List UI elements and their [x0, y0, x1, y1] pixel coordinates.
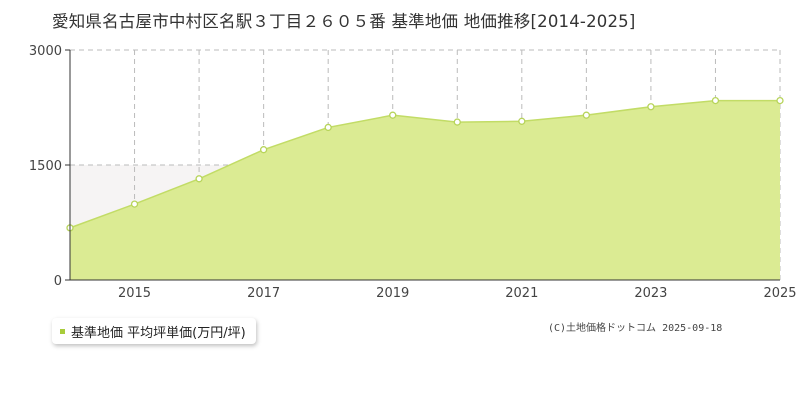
chart-title: 愛知県名古屋市中村区名駅３丁目２６０５番 基準地価 地価推移[2014-2025… — [52, 12, 636, 31]
data-point — [776, 96, 784, 105]
data-points — [66, 96, 784, 232]
y-tick-label: 1500 — [29, 159, 62, 174]
legend-swatch — [60, 328, 65, 334]
axes — [65, 49, 780, 281]
legend: 基準地価 平均坪単価(万円/坪) — [52, 318, 256, 344]
credit-text: (C)土地価格ドットコム 2025-09-18 — [548, 323, 723, 334]
series-line — [69, 99, 780, 229]
x-tick-label: 2019 — [376, 286, 409, 301]
data-point — [324, 123, 332, 132]
y-tick-label: 0 — [54, 274, 62, 289]
area-fill — [70, 100, 780, 280]
data-point — [582, 111, 591, 119]
data-point — [130, 200, 139, 208]
x-tick-label: 2025 — [763, 286, 796, 301]
legend-label: 基準地価 平均坪単価(万円/坪) — [71, 325, 246, 341]
y-tick-label: 3000 — [29, 44, 62, 59]
x-tick-label: 2023 — [634, 286, 667, 301]
data-point — [518, 117, 526, 125]
area-series — [69, 99, 780, 280]
data-point — [647, 103, 655, 111]
x-tick-label: 2017 — [247, 286, 280, 301]
data-point — [711, 96, 720, 105]
x-tick-label: 2015 — [118, 286, 151, 301]
data-point — [453, 118, 461, 126]
x-tick-label: 2021 — [505, 286, 538, 301]
data-point — [195, 175, 203, 183]
x-tick-labels: 2015 2017 2019 2021 2023 2025 — [118, 286, 797, 301]
data-point — [259, 146, 268, 154]
y-tick-labels: 0 1500 3000 — [29, 44, 62, 289]
data-point — [389, 111, 397, 119]
